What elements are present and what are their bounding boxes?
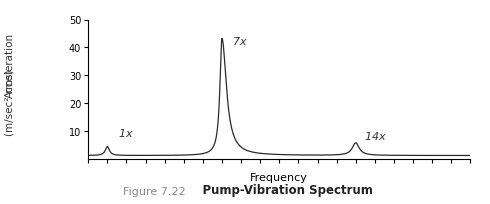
Text: Acceleration: Acceleration (5, 33, 15, 98)
Text: (m/sec² rms): (m/sec² rms) (5, 69, 15, 135)
Text: 1$x$: 1$x$ (118, 127, 134, 139)
Text: 7$x$: 7$x$ (232, 35, 248, 47)
X-axis label: Frequency: Frequency (250, 172, 308, 182)
Text: Pump-Vibration Spectrum: Pump-Vibration Spectrum (186, 183, 373, 196)
Text: 14$x$: 14$x$ (365, 130, 387, 142)
Text: Figure 7.22: Figure 7.22 (123, 186, 186, 196)
